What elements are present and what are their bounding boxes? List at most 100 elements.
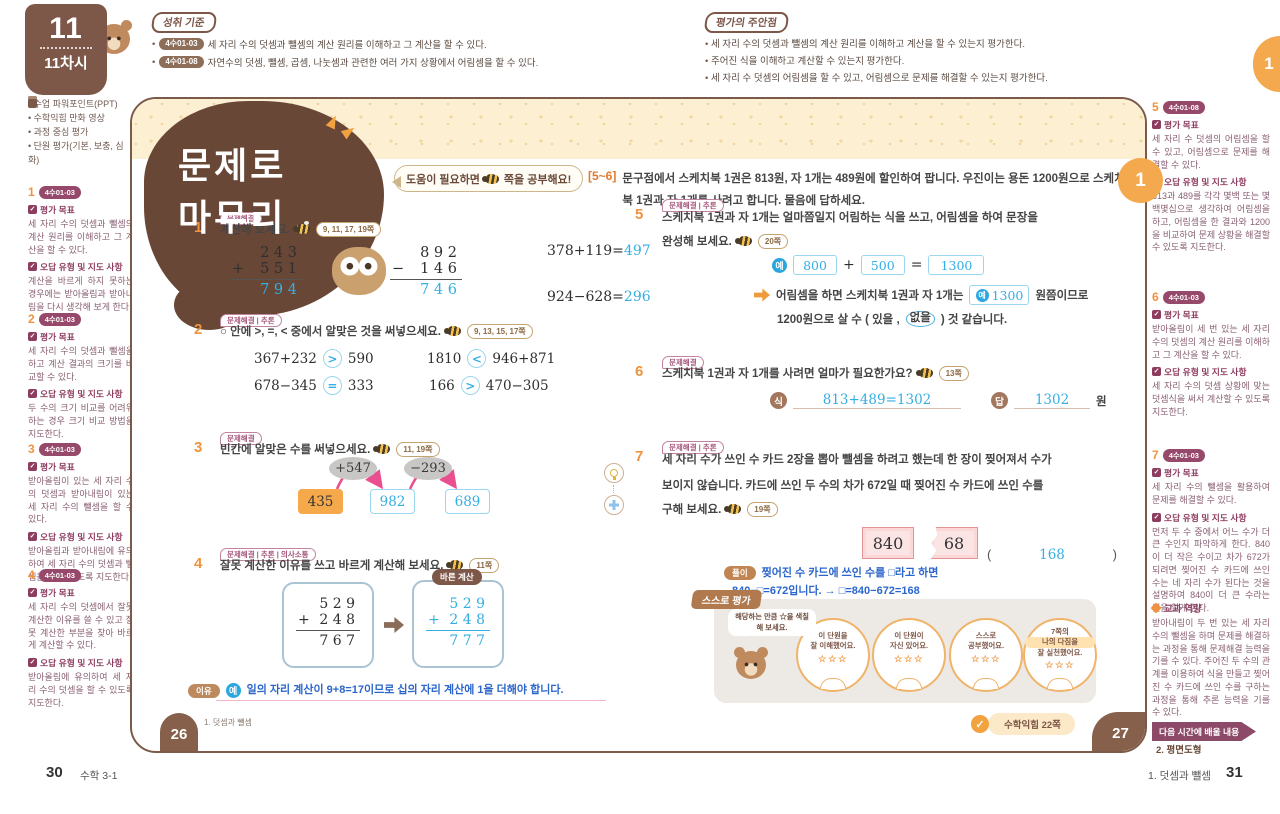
star-rating: ☆☆☆ xyxy=(970,653,1002,665)
help-text-after: 쪽을 공부해요! xyxy=(503,173,572,186)
check-icon: ✓ xyxy=(28,658,37,668)
answer-box: 800 xyxy=(793,255,837,275)
guide-text: 받아올림에 유의하여 세 자리 수의 덧셈을 할 수 있도록 지도한다. xyxy=(28,672,134,708)
standard-code-badge: 4수01-08 xyxy=(159,56,204,68)
standards-title-badge: 성취 기준 xyxy=(150,12,218,33)
star-rating: ☆☆☆ xyxy=(1044,660,1076,672)
wrong-calc-box: 5 2 9 +2 4 8 7 6 7 xyxy=(282,582,374,668)
problem-text: ○ 안에 >, =, < 중에서 알맞은 것을 써넣으세요. xyxy=(220,326,441,338)
reference-pages: 20쪽 xyxy=(757,233,789,249)
focus-title-badge: 평가의 주안점 xyxy=(703,12,790,33)
goal-text: 세 자리 수의 덧셈과 뺄셈을 하고 계산 결과의 크기를 비교할 수 있다. xyxy=(28,346,134,382)
example-badge: 예 xyxy=(225,683,241,698)
answer-box: 689 xyxy=(445,489,490,514)
reason-underline xyxy=(216,700,606,701)
diamond-icon xyxy=(1150,602,1162,614)
bee-icon xyxy=(373,441,391,454)
divider xyxy=(40,47,92,49)
guide-text: 두 수의 크기 비교를 어려워하는 경우 크기 비교 방법을 지도한다. xyxy=(28,403,134,439)
owl-mascot-icon xyxy=(332,247,386,295)
comparison-circle: > xyxy=(460,376,480,395)
lesson-number: 11 xyxy=(49,12,83,45)
check-icon: ✓ xyxy=(28,532,37,542)
problem-text: 세 자리 수가 쓰인 수 카드 2장을 뽑아 뺄셈을 하려고 했는데 한 장이 … xyxy=(662,454,1052,466)
handwritten-answer: 7 9 4 xyxy=(260,282,297,298)
reference-pages: 19쪽 xyxy=(747,501,778,517)
focus-item: 세 자리 수 덧셈의 어림셈을 할 수 있고, 어림셈으로 문제를 해결할 수 … xyxy=(705,70,1048,84)
focus-item: 주어진 식을 이해하고 계산할 수 있는지 평가한다. xyxy=(705,53,1048,67)
goal-label: 평가 목표 xyxy=(40,588,75,598)
resource-list: 수업 파워포인트(PPT) 수학익힘 만화 영상 과정 중심 평가 단원 평가(… xyxy=(28,98,132,168)
comparison-circle: > xyxy=(322,349,342,368)
standard-code-badge: 4수01-03 xyxy=(38,442,81,456)
self-eval-bubble: 해당하는 만큼 ☆을 색칠해 보세요. xyxy=(728,609,816,638)
guide-text: 계산을 바르게 하지 못하는 경우에는 받아올림과 받아내림을 다시 생각해 보… xyxy=(28,276,134,312)
logo-line2: 마무리 xyxy=(178,197,287,238)
problem-number: 5 xyxy=(635,206,644,223)
goal-text: 세 자리 수 덧셈의 어림셈을 할 수 있고, 어림셈으로 문제를 해결할 수 … xyxy=(1152,134,1270,170)
help-text-before: 도움이 필요하면 xyxy=(406,173,480,186)
handwritten-answer: 296 xyxy=(623,289,651,305)
equation-answer-row: 식 813+489=1302 답 1302 원 xyxy=(770,392,1107,409)
comparison-item: 678−345 = 333 xyxy=(254,376,374,395)
next-lesson-text: 2. 평면도형 xyxy=(1156,745,1202,756)
eval-note-5: 5 4수01-08 ✓ 평가 목표 세 자리 수 덧셈의 어림셈을 할 수 있고, … xyxy=(1152,100,1270,254)
check-icon: ✓ xyxy=(28,389,37,399)
number-card: 840 xyxy=(862,527,914,559)
problem-tag: 문제해결 xyxy=(662,352,704,370)
guide-label: 오답 유형 및 지도 사항 xyxy=(1164,512,1247,523)
answer-box: 982 xyxy=(370,489,415,514)
eval-note-1: 1 4수01-03 ✓ 평가 목표 세 자리 수의 덧셈과 뺄셈의 계산 원리를 이… xyxy=(28,185,134,314)
reference-pages: 11, 19쪽 xyxy=(396,441,440,457)
example-badge: 예 xyxy=(975,288,989,302)
goal-text: 받아올림이 세 번 있는 세 자리 수의 덧셈의 계산 원리를 이해하고 그 계… xyxy=(1152,324,1270,360)
workbook-reference: 수학익힘 22쪽 xyxy=(988,713,1075,735)
handwritten-answer: 7 4 6 xyxy=(420,282,457,298)
solution-badge: 풀이 xyxy=(724,566,756,580)
problem-number: 6 xyxy=(635,363,644,380)
solution-row-2: 840−□=672입니다. → □=840−672=168 xyxy=(732,585,920,597)
problem-text: 스케치북 1권과 자 1개를 사려면 얼마가 필요한가요? xyxy=(662,368,913,380)
problem-number: 7 xyxy=(635,448,644,465)
owl-doodle-icon xyxy=(896,678,922,689)
problem-text-line2: 완성해 보세요. 20쪽 xyxy=(662,233,789,249)
problem-tag: 문제해결 xyxy=(220,428,262,446)
goal-label: 평가 목표 xyxy=(1164,120,1199,130)
standard-code-badge: 4수01-03 xyxy=(159,38,204,50)
standard-text: 자연수의 덧셈, 뺄셈, 곱셈, 나눗셈과 관련한 여러 가지 상황에서 어림셈… xyxy=(207,58,539,69)
horizontal-calc: 378+119=497 xyxy=(547,243,651,259)
cat-doodle-icon xyxy=(820,678,846,689)
reason-row: 이유 예 일의 자리 계산이 9+8=17이므로 십의 자리 계산에 1을 더해… xyxy=(188,683,564,698)
start-number-box: 435 xyxy=(298,489,343,514)
problem-4-title: 잘못 계산한 이유를 쓰고 바르게 계산해 보세요. 11쪽 xyxy=(220,557,500,573)
answer-box: 예 1300 xyxy=(969,285,1030,305)
standard-code-badge: 4수01-03 xyxy=(38,185,81,199)
problem-text: 스케치북 1권과 자 1개는 얼마쯤일지 어림하는 식을 쓰고, 어림셈을 하여… xyxy=(662,212,1038,224)
bee-icon xyxy=(734,233,752,246)
standard-code-badge: 4수01-03 xyxy=(38,568,81,582)
arrow-right-icon xyxy=(754,288,770,302)
vertical-calc: 8 9 2 −1 4 6 7 4 6 xyxy=(390,245,462,298)
horizontal-calc: 924−628=296 xyxy=(547,289,651,305)
goal-label: 평가 목표 xyxy=(1164,310,1199,320)
problem-number: 1 xyxy=(194,219,203,236)
goal-text: 세 자리 수의 뺄셈을 활용하여 문제를 해결할 수 있다. xyxy=(1152,482,1270,505)
problem-tag: 문제해결 | 추론 xyxy=(662,437,724,455)
note-number: 3 xyxy=(28,442,35,456)
check-icon: ✓ xyxy=(1152,468,1161,477)
reference-pages: 9, 13, 15, 17쪽 xyxy=(466,323,533,339)
guide-label: 오답 유형 및 지도 사항 xyxy=(40,389,123,400)
torn-number-card: 68 xyxy=(930,527,978,559)
dotted-connector xyxy=(613,485,614,493)
check-icon: ✓ xyxy=(1152,310,1161,319)
bee-icon xyxy=(292,221,310,234)
comparison-circle: < xyxy=(467,349,487,368)
estimate-sentence-2: 1200원으로 살 수 ( 있을 , 없을 ) 것 같습니다. xyxy=(777,311,1008,327)
note-number: 2 xyxy=(28,312,35,326)
guide-page-number-right: 31 xyxy=(1226,764,1243,781)
standard-text: 세 자리 수의 덧셈과 뺄셈의 계산 원리를 이해하고 그 계산을 할 수 있다… xyxy=(207,40,487,51)
problem-text: 잘못 계산한 이유를 쓰고 바르게 계산해 보세요. xyxy=(220,560,444,572)
resource-item: 수업 파워포인트(PPT) xyxy=(28,98,132,112)
problem-tag: 문제해결 xyxy=(220,208,262,226)
help-bubble: 도움이 필요하면 쪽을 공부해요! xyxy=(391,165,584,192)
